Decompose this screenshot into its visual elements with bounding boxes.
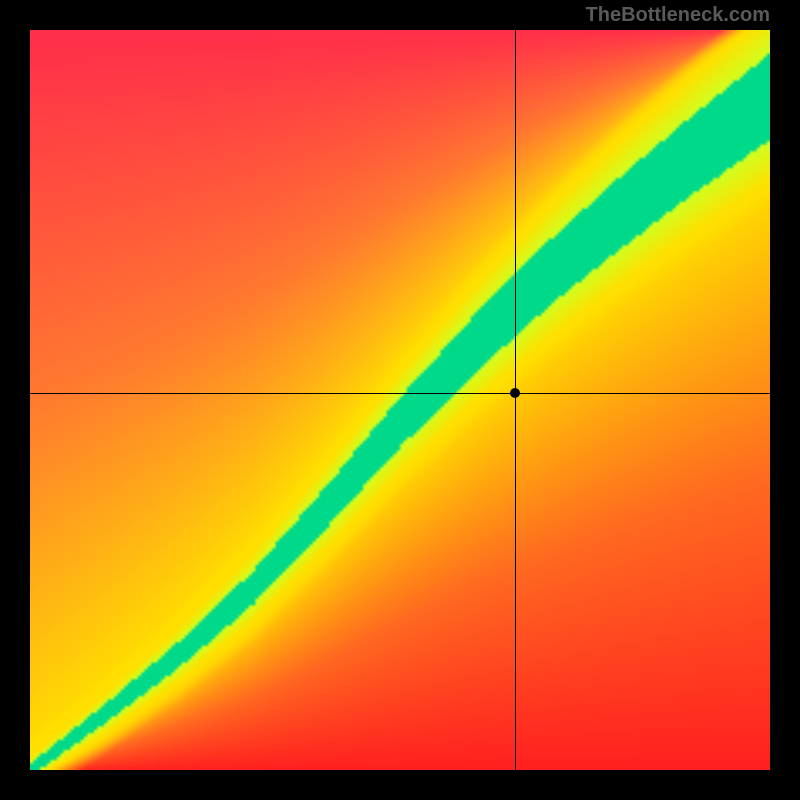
crosshair-vertical bbox=[515, 30, 516, 770]
heatmap-canvas bbox=[30, 30, 770, 770]
heatmap-plot bbox=[30, 30, 770, 770]
crosshair-horizontal bbox=[30, 393, 770, 394]
intersection-marker bbox=[510, 388, 520, 398]
watermark-text: TheBottleneck.com bbox=[586, 4, 770, 27]
